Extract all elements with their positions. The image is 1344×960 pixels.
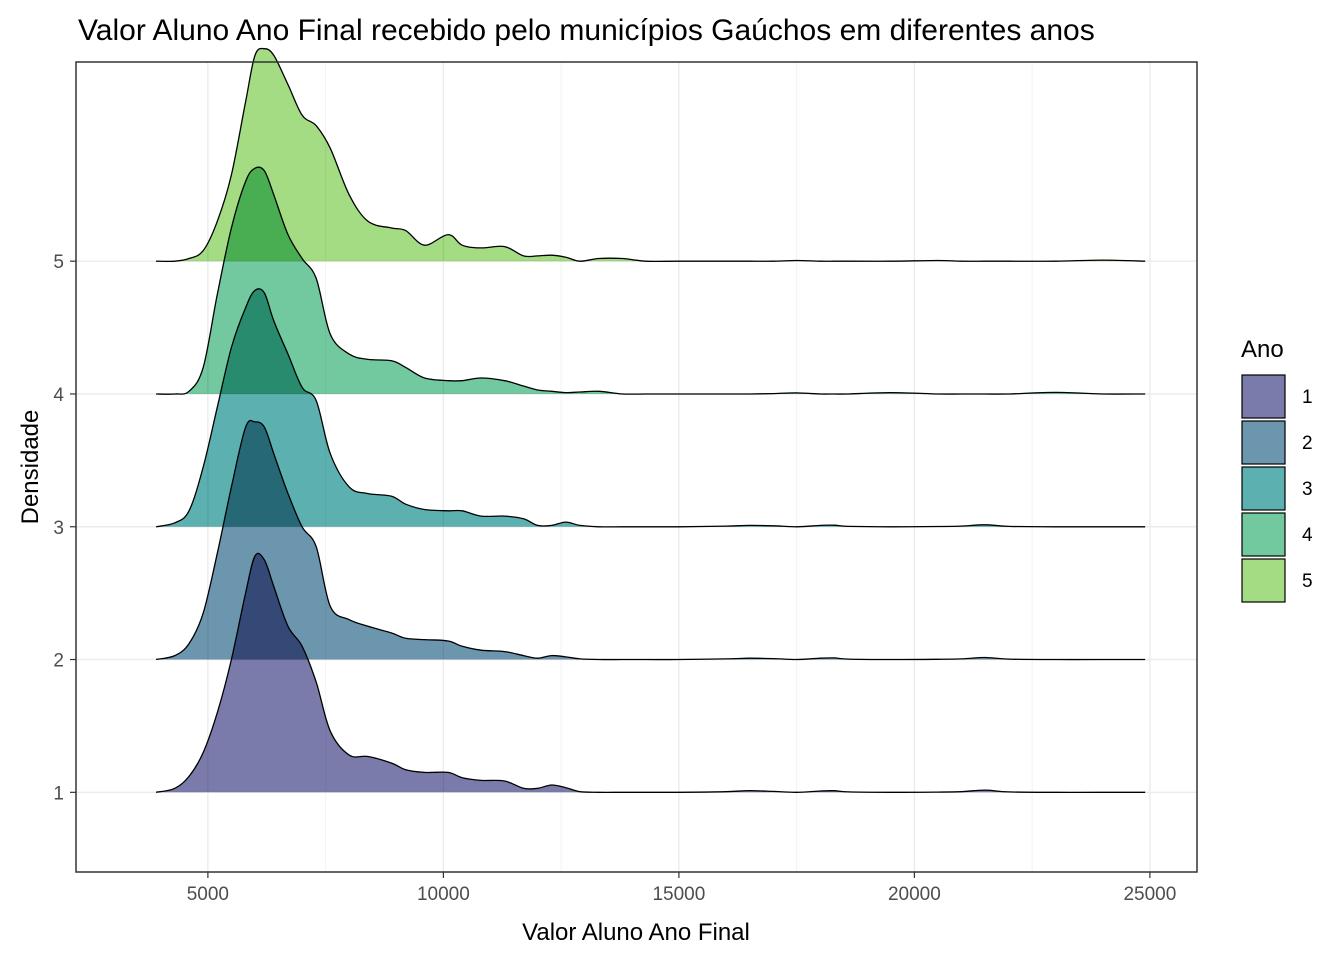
chart-title: Valor Aluno Ano Final recebido pelo muni… [78,14,1095,47]
y-tick-label: 4 [53,385,64,406]
legend-label-4: 4 [1302,525,1313,546]
x-tick-label: 5000 [187,884,229,905]
x-axis-ticks: 5000 10000 15000 20000 25000 [187,872,1176,905]
legend-label-3: 3 [1302,479,1313,500]
legend-key-3 [1241,466,1286,511]
plot-panel-border [75,61,1198,873]
legend-label-2: 2 [1302,433,1313,454]
legend-items: 1 2 3 4 5 [1241,374,1313,603]
series-layer [155,47,1146,793]
y-axis-ticks: 1 2 3 4 5 [53,252,76,804]
legend-label-5: 5 [1302,571,1313,592]
series-5-line [156,47,1146,263]
legend: Ano 1 2 3 4 5 [1241,336,1313,603]
legend-key-1 [1241,374,1286,419]
x-tick-label: 25000 [1123,884,1176,905]
x-tick-label: 10000 [417,884,470,905]
x-tick-label: 20000 [888,884,941,905]
y-tick-label: 3 [53,518,64,539]
series-5-area [156,48,1146,262]
legend-key-5 [1241,558,1286,603]
x-axis-title: Valor Aluno Ano Final [522,919,750,946]
y-tick-label: 2 [53,651,64,672]
x-tick-label: 15000 [652,884,705,905]
grid-major-x [207,62,1151,872]
y-tick-label: 1 [53,783,64,804]
legend-label-1: 1 [1302,387,1313,408]
y-tick-label: 5 [53,252,64,273]
legend-title: Ano [1241,336,1284,363]
legend-key-4 [1241,512,1286,557]
y-axis-title: Densidade [17,410,44,525]
legend-key-2 [1241,420,1286,465]
